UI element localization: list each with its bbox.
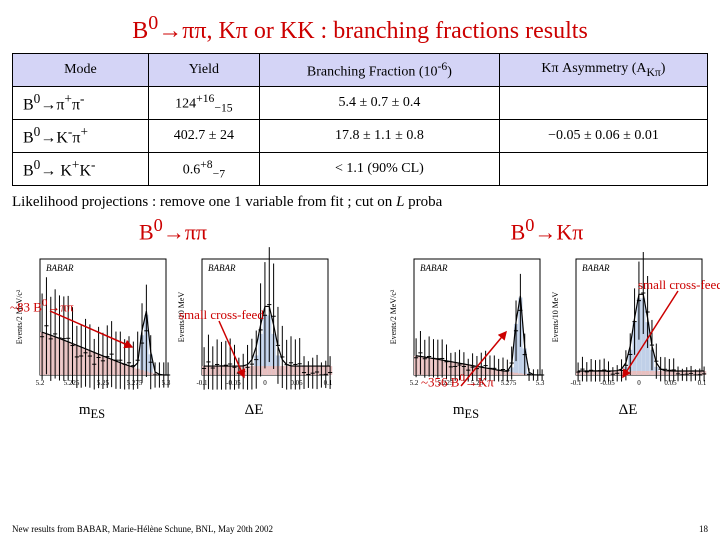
col-mode: Mode xyxy=(13,54,149,87)
table-row: B0→K-π+402.7 ± 2417.8 ± 1.1 ± 0.8−0.05 ±… xyxy=(13,120,708,153)
svg-text:0.05: 0.05 xyxy=(664,379,677,387)
svg-text:-0.1: -0.1 xyxy=(196,379,208,387)
kpi-block: B0→Kπ BABAREvents/2 MeV/c²5.25.2255.255.… xyxy=(386,215,708,422)
svg-text:BABAR: BABAR xyxy=(420,263,448,273)
pipi-mes-plot: BABAREvents/2 MeV/c²5.25.2255.255.2755.3… xyxy=(12,247,172,422)
svg-text:BABAR: BABAR xyxy=(208,263,236,273)
table-row: B0→ K+K-0.6+8−7< 1.1 (90% CL) xyxy=(13,153,708,186)
svg-text:0.1: 0.1 xyxy=(324,379,333,387)
svg-text:BABAR: BABAR xyxy=(46,263,74,273)
col-yield: Yield xyxy=(148,54,259,87)
kpi-de-plot: BABAREvents/10 MeV-0.1-0.0500.050.1ΔEsma… xyxy=(548,247,708,422)
col-bf: Branching Fraction (10-6) xyxy=(259,54,499,87)
kpi-title: B0→Kπ xyxy=(511,215,584,245)
svg-text:BABAR: BABAR xyxy=(582,263,610,273)
page-title: B0→ππ, Kπ or KK : branching fractions re… xyxy=(12,12,708,45)
table-row: B0→π+π-124+16−155.4 ± 0.7 ± 0.4 xyxy=(13,87,708,120)
svg-text:-0.1: -0.1 xyxy=(570,379,582,387)
caption: Likelihood projections : remove one 1 va… xyxy=(12,194,708,211)
svg-text:5.225: 5.225 xyxy=(64,379,80,387)
col-asym: Kπ Asymmetry (AKπ) xyxy=(499,54,707,87)
footer-right: 18 xyxy=(699,524,708,534)
pipi-title: B0→ππ xyxy=(139,215,207,245)
svg-text:0: 0 xyxy=(637,379,641,387)
kpi-mes-plot: BABAREvents/2 MeV/c²5.25.2255.255.2755.3… xyxy=(386,247,546,422)
svg-text:0.1: 0.1 xyxy=(698,379,707,387)
svg-text:5.3: 5.3 xyxy=(536,379,545,387)
svg-text:5.2: 5.2 xyxy=(410,379,419,387)
footer: New results from BABAR, Marie-Hélène Sch… xyxy=(12,524,708,534)
footer-left: New results from BABAR, Marie-Hélène Sch… xyxy=(12,524,273,534)
svg-text:0: 0 xyxy=(263,379,267,387)
svg-text:5.2: 5.2 xyxy=(36,379,45,387)
svg-text:0.05: 0.05 xyxy=(290,379,303,387)
pipi-de-plot: BABAREvents/10 MeV-0.1-0.0500.050.1ΔEsma… xyxy=(174,247,334,422)
results-table: Mode Yield Branching Fraction (10-6) Kπ … xyxy=(12,53,708,186)
svg-text:Events/2 MeV/c²: Events/2 MeV/c² xyxy=(389,289,398,344)
svg-text:5.3: 5.3 xyxy=(162,379,171,387)
svg-text:Events/10 MeV: Events/10 MeV xyxy=(551,292,560,343)
pipi-block: B0→ππ BABAREvents/2 MeV/c²5.25.2255.255.… xyxy=(12,215,334,422)
table-header-row: Mode Yield Branching Fraction (10-6) Kπ … xyxy=(13,54,708,87)
